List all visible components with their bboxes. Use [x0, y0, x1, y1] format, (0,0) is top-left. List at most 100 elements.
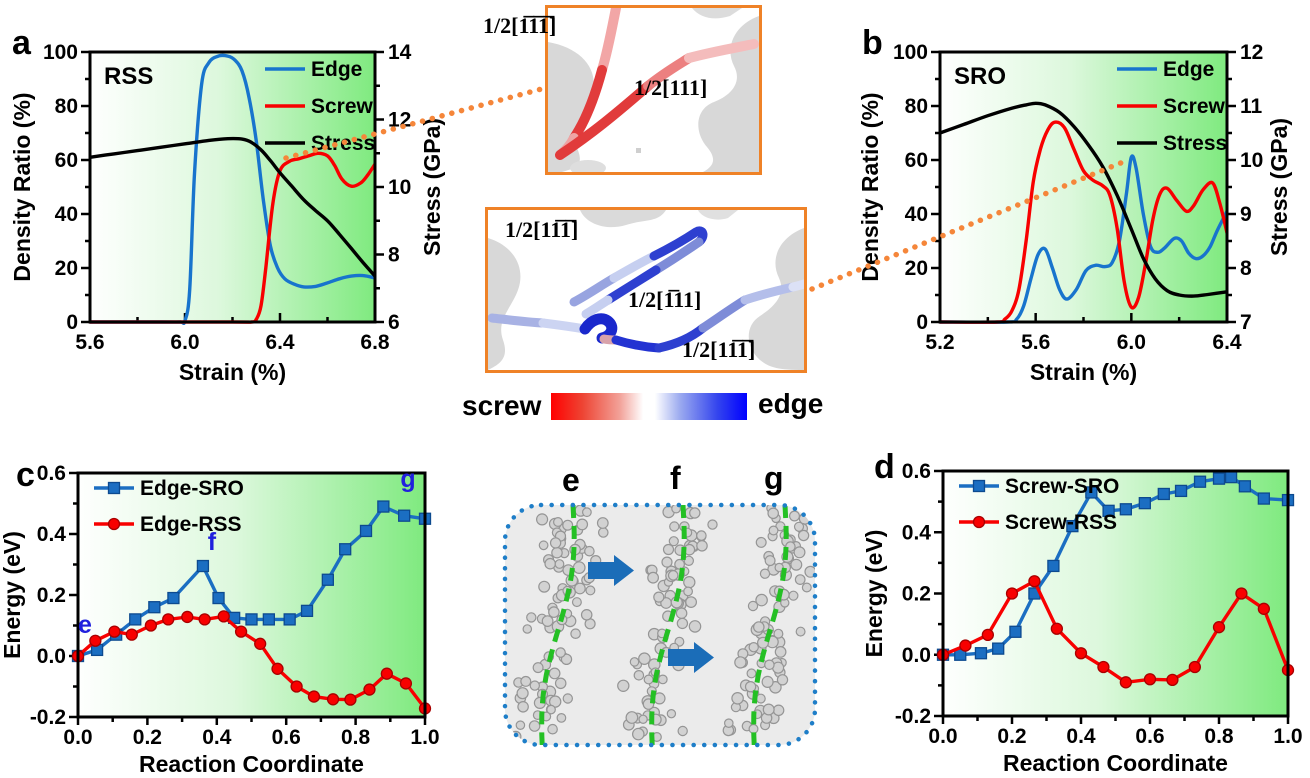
edge-dislocation-inset [485, 207, 809, 373]
colorbar-label-edge: edge [758, 388, 824, 419]
burgers-label-screw-1: 1/2[1̅1̅1̅] [483, 13, 557, 38]
svg-text:40: 40 [55, 203, 78, 226]
svg-text:80: 80 [905, 95, 928, 118]
y-left-axis-title: Density Ratio (%) [857, 92, 883, 281]
gray-surface-left [548, 42, 594, 172]
screw-dislocation-drawing [548, 3, 759, 176]
dislocation-migration-inset [502, 502, 818, 748]
markers-screw-rss [936, 575, 1295, 689]
svg-text:1.0: 1.0 [1273, 725, 1302, 748]
svg-text:0.4: 0.4 [202, 726, 232, 749]
svg-text:0.2: 0.2 [902, 583, 931, 606]
svg-text:10: 10 [388, 176, 411, 199]
svg-text:0: 0 [916, 311, 928, 334]
svg-text:Screw-RSS: Screw-RSS [1005, 511, 1117, 534]
chart-a-svg: 5.6 6.0 6.4 6.8 0 20 40 60 80 100 6 8 10 12 14 Strain (… [9, 41, 445, 385]
series-stress [89, 136, 376, 278]
plot-area-b [940, 52, 1227, 322]
colorbar-label-screw: screw [462, 390, 542, 421]
edge-dislocation-drawing [487, 210, 809, 370]
x-axis-title: Strain (%) [179, 359, 286, 385]
legend-d: Screw-SRO Screw-RSS [959, 475, 1119, 534]
frame-label-e: e [562, 462, 580, 498]
svg-text:6.8: 6.8 [360, 331, 390, 354]
svg-text:60: 60 [905, 149, 928, 172]
x-axis-title: Reaction Coordinate [139, 751, 364, 777]
y-left-axis-title: Density Ratio (%) [9, 92, 35, 281]
x-axis-title: Strain (%) [1030, 359, 1137, 385]
chart-panel-d: 0.0 0.2 0.4 0.6 0.8 1.0 -0.2 0.0 0.2 0.4 0.6 Reacti… [860, 440, 1310, 778]
right-arrow-icon [588, 555, 634, 586]
chart-panel-c: 0.0 0.2 0.4 0.6 0.8 1.0 -0.2 0.0 0.2 0.4 0.6 Reacti… [0, 440, 470, 778]
svg-text:Edge: Edge [311, 58, 362, 81]
svg-text:0.4: 0.4 [902, 521, 932, 544]
dotted-border [502, 502, 818, 748]
annotation-f: f [208, 528, 217, 556]
chart-d-svg: 0.0 0.2 0.4 0.6 0.8 1.0-0.20.00.20.40.6Reacti… [861, 460, 1303, 776]
edge-dislocation-tubes [487, 226, 809, 353]
svg-text:8: 8 [1240, 257, 1252, 280]
svg-text:20: 20 [55, 257, 78, 280]
burgers-label-edge-2: 1/2[1̅11] [628, 287, 702, 312]
series-edge [89, 53, 376, 325]
legend-c: Edge-SRO Edge-RSS [94, 477, 244, 536]
svg-text:11: 11 [1240, 95, 1263, 118]
svg-text:0.0: 0.0 [63, 726, 92, 749]
burgers-label-edge-1: 1/2[11̅1̅] [505, 217, 579, 242]
burgers-label-screw-2: 1/2[111] [634, 75, 708, 100]
frame-label-f: f [670, 460, 681, 496]
chart-c-svg: 0.0 0.2 0.4 0.6 0.8 1.0-0.20.00.20.40.6Reacti… [0, 462, 440, 777]
x-axis-title: Reaction Coordinate [1003, 750, 1228, 776]
panel-letter-c: c [16, 456, 35, 494]
svg-text:100: 100 [43, 41, 78, 64]
svg-text:6.0: 6.0 [1117, 331, 1146, 354]
svg-text:14: 14 [388, 41, 412, 64]
svg-text:-0.2: -0.2 [895, 705, 931, 728]
chart-panel-b: 5.2 5.6 6.0 6.4 0 20 40 60 80 100 7 8 9 10 11 12 Strain … [850, 0, 1310, 400]
svg-text:8: 8 [388, 244, 400, 267]
svg-text:12: 12 [388, 109, 411, 132]
migration-arrows [588, 555, 714, 673]
frame-label-g: g [764, 460, 784, 496]
svg-text:6.4: 6.4 [1212, 331, 1242, 354]
svg-text:0.8: 0.8 [341, 726, 371, 749]
panel-letter-a: a [12, 24, 31, 62]
panel-letter-d: d [874, 448, 895, 486]
svg-text:5.2: 5.2 [925, 331, 954, 354]
svg-text:0.2: 0.2 [997, 725, 1026, 748]
svg-text:0.6: 0.6 [902, 460, 931, 483]
burgers-label-edge-3: 1/2[11̅1̅] [682, 337, 756, 362]
svg-text:Edge-RSS: Edge-RSS [140, 513, 242, 536]
svg-text:0.6: 0.6 [1135, 725, 1164, 748]
svg-text:0.4: 0.4 [37, 523, 67, 546]
svg-text:6.4: 6.4 [265, 331, 295, 354]
gray-surface-left [488, 238, 521, 370]
svg-text:0.0: 0.0 [928, 725, 957, 748]
tick-labels: 0.0 0.2 0.4 0.6 0.8 1.0-0.20.00.20.40.6 [895, 460, 1303, 748]
svg-text:-0.2: -0.2 [30, 706, 66, 729]
svg-text:10: 10 [1240, 149, 1263, 172]
svg-text:60: 60 [55, 149, 78, 172]
svg-text:0.4: 0.4 [1066, 725, 1096, 748]
svg-text:0.0: 0.0 [37, 645, 66, 668]
svg-text:0.8: 0.8 [1204, 725, 1234, 748]
chart-b-svg: 5.2 5.6 6.0 6.4 0 20 40 60 80 100 7 8 9 10 11 12 Strain … [857, 41, 1292, 385]
gray-surface-top [580, 210, 666, 228]
y-left-axis-title: Energy (eV) [861, 530, 887, 658]
svg-text:Screw-SRO: Screw-SRO [1005, 475, 1119, 498]
svg-text:100: 100 [893, 41, 928, 64]
tick-labels: 0.0 0.2 0.4 0.6 0.8 1.0-0.20.00.20.40.6 [30, 462, 440, 749]
series-stress [939, 101, 1228, 298]
svg-text:12: 12 [1240, 41, 1263, 64]
svg-text:0.2: 0.2 [37, 584, 66, 607]
svg-text:7: 7 [1240, 311, 1252, 334]
svg-text:80: 80 [55, 95, 78, 118]
svg-text:5.6: 5.6 [75, 331, 104, 354]
svg-text:1.0: 1.0 [410, 726, 439, 749]
gray-surface-right [698, 16, 759, 172]
svg-text:Edge: Edge [1163, 58, 1214, 81]
svg-text:20: 20 [905, 257, 928, 280]
svg-text:0.6: 0.6 [272, 726, 301, 749]
svg-text:0: 0 [66, 311, 78, 334]
